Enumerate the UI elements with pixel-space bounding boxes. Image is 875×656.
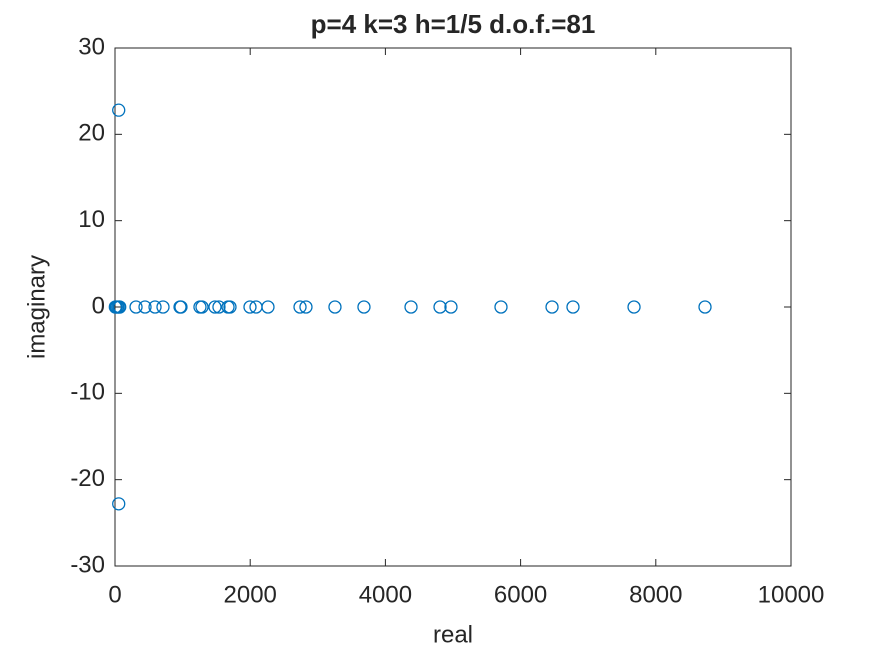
point [545, 300, 559, 314]
x-axis-label: real [433, 621, 473, 648]
x-tick-label: 2000 [224, 581, 277, 608]
x-tick-label: 0 [108, 581, 121, 608]
point [138, 300, 152, 314]
x-tick-label: 6000 [494, 581, 547, 608]
x-tick-label: 10000 [758, 581, 825, 608]
x-tick-label: 4000 [359, 581, 412, 608]
y-tick-label: 0 [92, 292, 105, 319]
point [223, 300, 237, 314]
point [566, 300, 580, 314]
x-tick-label: 8000 [629, 581, 682, 608]
point [112, 103, 126, 117]
y-tick-label: 20 [78, 120, 105, 147]
y-tick-label: -10 [70, 379, 105, 406]
point [129, 300, 143, 314]
point [299, 300, 313, 314]
point [174, 300, 188, 314]
point [208, 300, 222, 314]
point [243, 300, 257, 314]
point [627, 300, 641, 314]
y-axis-label: imaginary [23, 255, 50, 359]
y-tick-label: 10 [78, 206, 105, 233]
point [148, 300, 162, 314]
point [328, 300, 342, 314]
y-tick-label: -20 [70, 465, 105, 492]
y-tick-label: -30 [70, 551, 105, 578]
point [113, 300, 127, 314]
point [293, 300, 307, 314]
point [212, 300, 226, 314]
point [444, 300, 458, 314]
point [195, 300, 209, 314]
point [433, 300, 447, 314]
point [156, 300, 170, 314]
point [357, 300, 371, 314]
point [404, 300, 418, 314]
point [494, 300, 508, 314]
point [261, 300, 275, 314]
y-tick-label: 30 [78, 33, 105, 60]
point [698, 300, 712, 314]
chart-title: p=4 k=3 h=1/5 d.o.f.=81 [311, 9, 596, 39]
point [112, 497, 126, 511]
